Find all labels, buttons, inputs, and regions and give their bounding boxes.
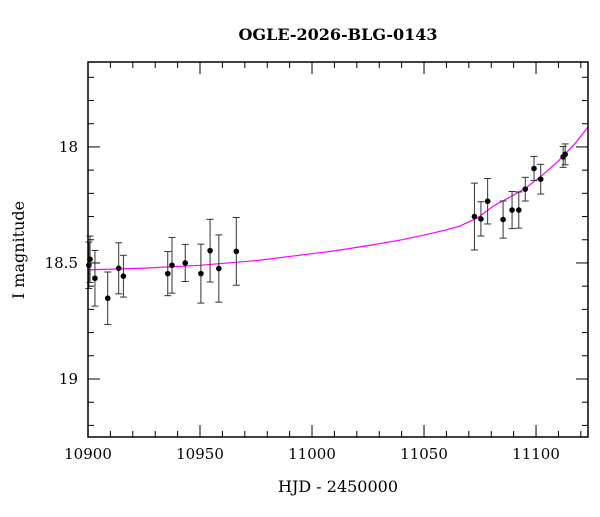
data-point — [477, 201, 485, 237]
y-tick-label: 18 — [59, 138, 78, 156]
data-point — [537, 163, 545, 195]
x-tick-label: 11000 — [288, 445, 336, 463]
y-tick-label: 19 — [59, 370, 78, 388]
data-point — [215, 234, 223, 303]
data-point — [115, 242, 123, 295]
point-marker — [198, 270, 204, 277]
point-marker — [500, 216, 506, 223]
point-marker — [115, 265, 122, 272]
y-axis-label: I magnitude — [9, 201, 28, 299]
data-point — [530, 155, 538, 182]
x-tick-label: 11100 — [512, 445, 560, 463]
point-marker — [515, 207, 522, 213]
point-marker — [478, 216, 484, 222]
data-point — [470, 182, 478, 251]
chart-title: OGLE-2026-BLG-0143 — [238, 25, 437, 44]
data-point — [104, 271, 112, 325]
data-point — [164, 251, 172, 297]
point-marker — [86, 262, 92, 269]
x-tick-label: 11050 — [400, 445, 448, 463]
x-axis-label: HJD - 2450000 — [278, 477, 398, 496]
point-marker — [233, 248, 240, 255]
point-marker — [120, 273, 127, 279]
data-point — [499, 200, 507, 239]
data-point — [91, 249, 99, 307]
point-marker — [216, 265, 222, 272]
point-marker — [562, 151, 568, 158]
point-marker — [169, 262, 175, 269]
x-tick-label: 10950 — [176, 445, 224, 463]
point-marker — [484, 198, 491, 205]
point-marker — [207, 247, 213, 254]
point-marker — [182, 260, 189, 266]
data-point — [85, 241, 93, 289]
data-point — [206, 218, 214, 283]
x-tick-label: 10900 — [64, 445, 112, 463]
data-point — [521, 176, 529, 202]
model-curve — [87, 126, 589, 271]
data-point — [515, 191, 523, 229]
point-marker — [522, 186, 529, 192]
y-tick-label: 18.5 — [45, 254, 78, 272]
point-marker — [164, 270, 171, 277]
point-marker — [104, 295, 111, 302]
data-point — [197, 243, 205, 304]
point-marker — [509, 207, 515, 213]
data-point — [484, 177, 492, 225]
point-marker — [92, 275, 98, 282]
point-marker — [531, 165, 537, 172]
data-point — [232, 216, 240, 286]
data-point — [181, 243, 189, 283]
plot-frame — [87, 61, 589, 438]
point-marker — [471, 213, 478, 220]
data-point — [561, 143, 569, 166]
point-marker — [537, 176, 544, 182]
data-point — [508, 190, 516, 230]
data-point — [119, 254, 127, 298]
data-point — [168, 236, 176, 294]
